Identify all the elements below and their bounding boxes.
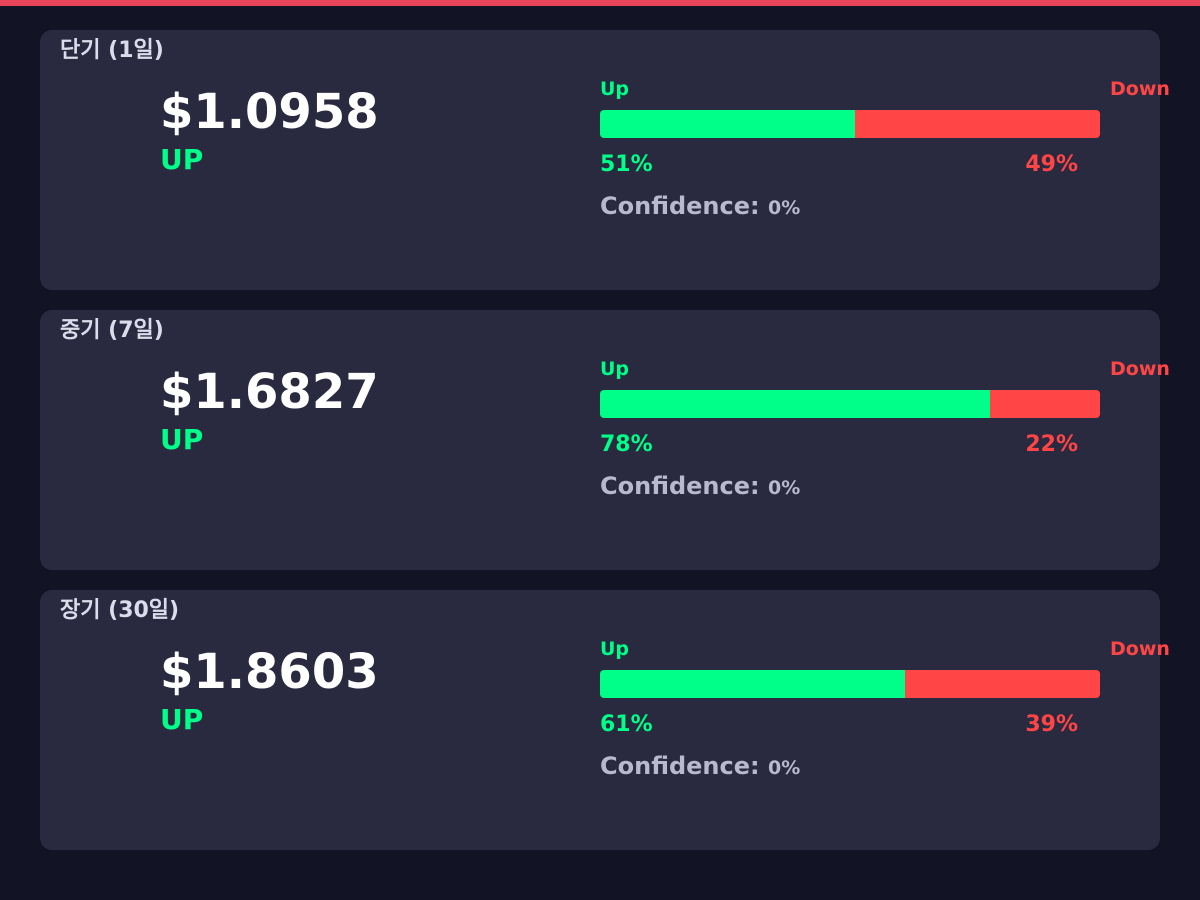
- direction: UP: [160, 143, 204, 176]
- up-percent: 61%: [600, 712, 653, 737]
- confidence-value: 0%: [767, 477, 801, 499]
- up-percent: 51%: [600, 152, 653, 177]
- confidence: Confidence: 0%: [600, 194, 800, 218]
- card-title: 장기 (30일): [60, 598, 180, 623]
- up-bar: [600, 670, 905, 698]
- price: $1.8603: [160, 644, 379, 700]
- top-bar: [0, 0, 1200, 6]
- direction: UP: [160, 703, 204, 736]
- up-bar: [600, 110, 855, 138]
- confidence-label: Confidence:: [600, 192, 760, 220]
- price: $1.6827: [160, 364, 379, 420]
- confidence: Confidence: 0%: [600, 754, 800, 778]
- down-bar: [990, 390, 1100, 418]
- card-title: 단기 (1일): [60, 38, 164, 63]
- prediction-card: 단기 (1일) $1.0958 UP Up Down 51% 49% Confidence: …: [40, 30, 1170, 290]
- up-bar: [600, 390, 990, 418]
- confidence-value: 0%: [767, 197, 801, 219]
- down-percent: 39%: [1025, 712, 1078, 737]
- price: $1.0958: [160, 84, 379, 140]
- up-label: Up: [600, 78, 630, 100]
- up-label: Up: [600, 358, 630, 380]
- down-label: Down: [1110, 78, 1170, 100]
- up-percent: 78%: [600, 432, 653, 457]
- down-bar: [905, 670, 1100, 698]
- confidence-value: 0%: [767, 757, 801, 779]
- confidence-label: Confidence:: [600, 472, 760, 500]
- confidence-label: Confidence:: [600, 752, 760, 780]
- prediction-card: 중기 (7일) $1.6827 UP Up Down 78% 22% Confidence: …: [40, 310, 1170, 570]
- confidence: Confidence: 0%: [600, 474, 800, 498]
- direction: UP: [160, 423, 204, 456]
- down-label: Down: [1110, 638, 1170, 660]
- down-percent: 49%: [1025, 152, 1078, 177]
- up-label: Up: [600, 638, 630, 660]
- down-label: Down: [1110, 358, 1170, 380]
- prediction-card: 장기 (30일) $1.8603 UP Up Down 61% 39% Confidence:…: [40, 590, 1170, 850]
- card-title: 중기 (7일): [60, 318, 164, 343]
- down-bar: [855, 110, 1100, 138]
- down-percent: 22%: [1025, 432, 1078, 457]
